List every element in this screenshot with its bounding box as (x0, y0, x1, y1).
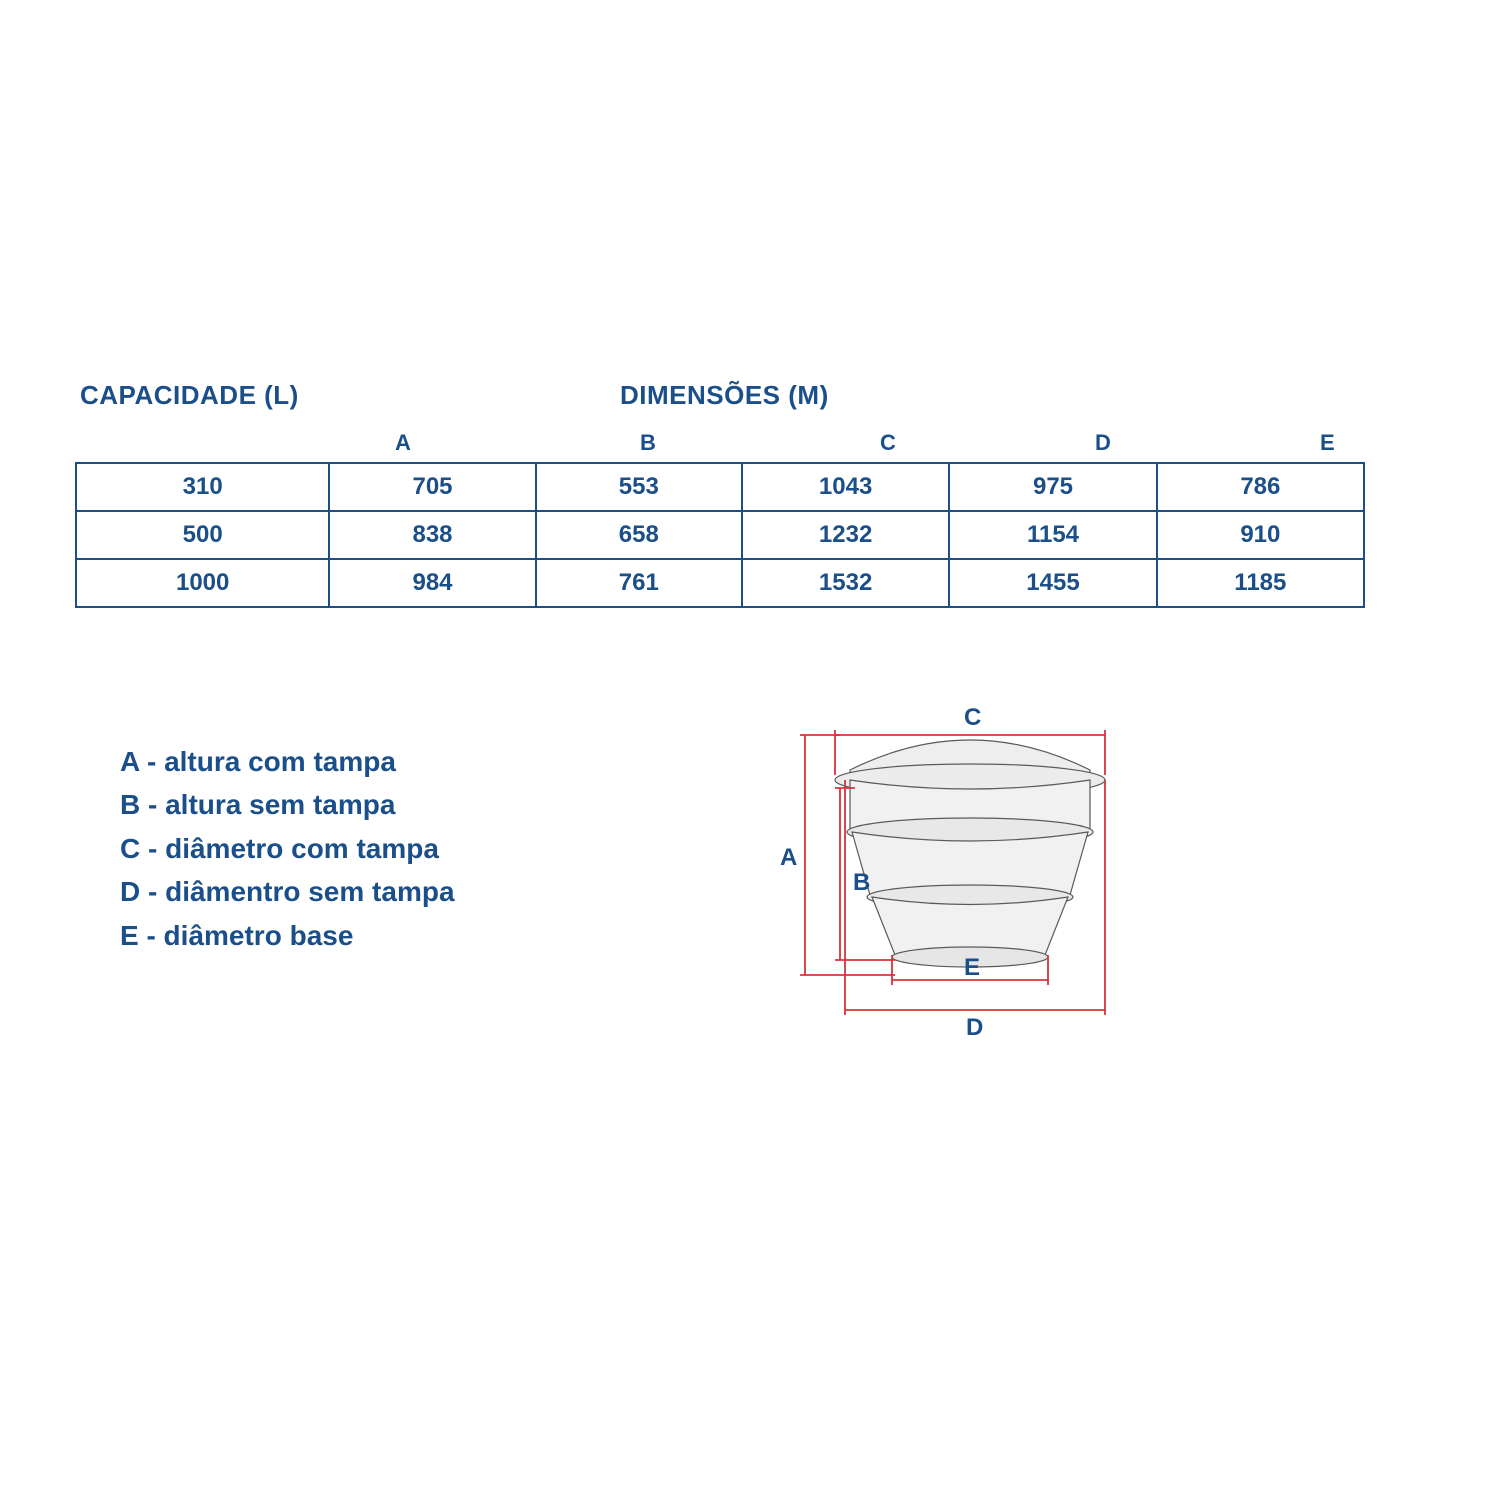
cell-A: 705 (329, 463, 535, 511)
diagram-label-A: A (780, 844, 797, 871)
col-header-C: C (880, 430, 896, 456)
cell-cap: 500 (76, 511, 329, 559)
col-header-E: E (1320, 430, 1335, 456)
table-row: 1000 984 761 1532 1455 1185 (76, 559, 1364, 607)
cell-E: 1185 (1157, 559, 1364, 607)
diagram-label-E: E (964, 954, 980, 981)
cell-cap: 1000 (76, 559, 329, 607)
cell-B: 761 (536, 559, 742, 607)
legend-E: E - diâmetro base (120, 914, 455, 957)
legend-D: D - diâmentro sem tampa (120, 870, 455, 913)
cell-E: 910 (1157, 511, 1364, 559)
legend-A: A - altura com tampa (120, 740, 455, 783)
spec-table: 310 705 553 1043 975 786 500 838 658 123… (75, 462, 1365, 608)
cell-B: 553 (536, 463, 742, 511)
table-row: 310 705 553 1043 975 786 (76, 463, 1364, 511)
cell-A: 984 (329, 559, 535, 607)
header-capacity: CAPACIDADE (L) (80, 380, 299, 411)
tank-diagram: C A B E D (710, 680, 1230, 1060)
cell-C: 1232 (742, 511, 949, 559)
cell-D: 975 (949, 463, 1156, 511)
legend: A - altura com tampa B - altura sem tamp… (120, 740, 455, 957)
cell-E: 786 (1157, 463, 1364, 511)
diagram-label-C: C (964, 704, 981, 731)
legend-C: C - diâmetro com tampa (120, 827, 455, 870)
col-header-A: A (395, 430, 411, 456)
cell-C: 1532 (742, 559, 949, 607)
cell-D: 1455 (949, 559, 1156, 607)
col-header-D: D (1095, 430, 1111, 456)
page: CAPACIDADE (L) DIMENSÕES (M) A B C D E 3… (0, 0, 1500, 1500)
cell-A: 838 (329, 511, 535, 559)
cell-B: 658 (536, 511, 742, 559)
header-dimensions: DIMENSÕES (M) (620, 380, 829, 411)
table-row: 500 838 658 1232 1154 910 (76, 511, 1364, 559)
diagram-label-B: B (853, 869, 870, 896)
cell-D: 1154 (949, 511, 1156, 559)
col-header-B: B (640, 430, 656, 456)
cell-cap: 310 (76, 463, 329, 511)
cell-C: 1043 (742, 463, 949, 511)
diagram-label-D: D (966, 1014, 983, 1041)
legend-B: B - altura sem tampa (120, 783, 455, 826)
